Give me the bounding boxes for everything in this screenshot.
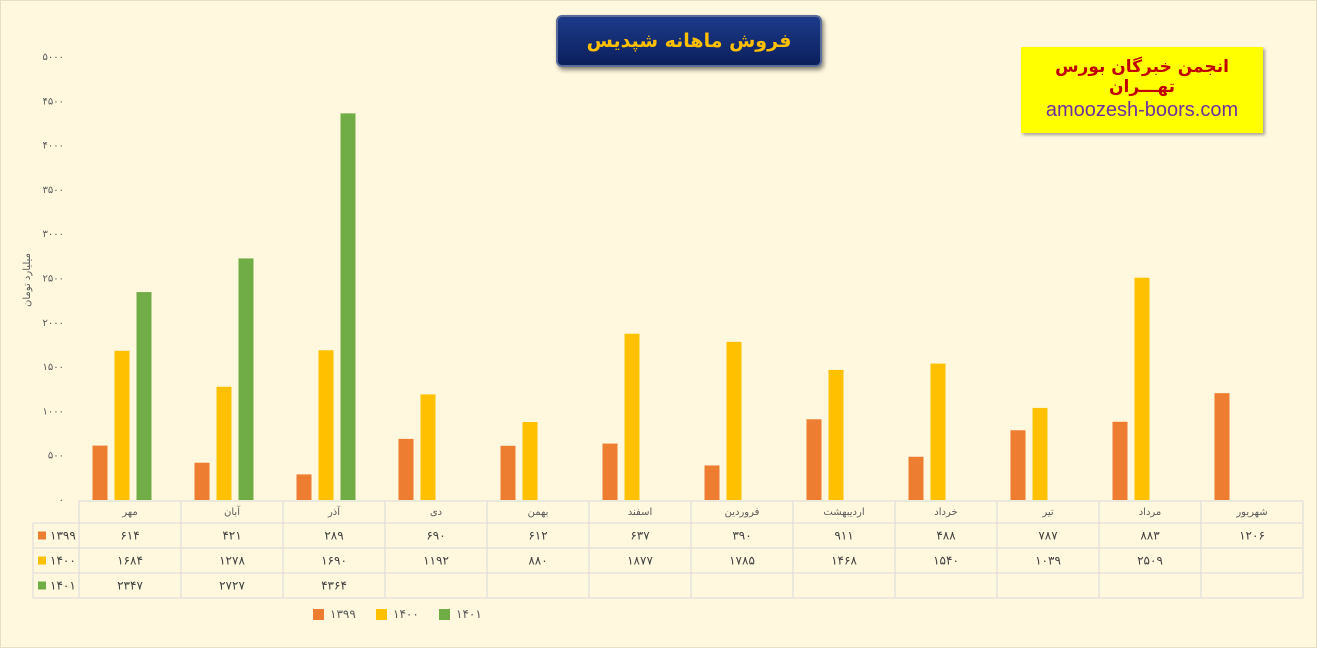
bar-1-8	[806, 419, 822, 500]
row-series-name: ۱۴۰۰	[50, 554, 76, 568]
category-label: آذر	[327, 505, 341, 518]
data-label: ۱۶۸۴	[117, 554, 143, 568]
chart-title: فروش ماهانه شپدیس	[586, 30, 792, 52]
bar-2-7	[726, 341, 742, 500]
bar-2-9	[930, 363, 946, 500]
bar-3-3	[340, 113, 356, 500]
category-label: آبان	[224, 505, 241, 518]
data-label: ۱۱۹۲	[423, 554, 449, 568]
data-label: ۱۷۸۵	[729, 554, 755, 568]
category-label: دی	[430, 507, 442, 518]
bar-3-1	[136, 292, 152, 500]
data-label: ۱۵۴۰	[933, 554, 959, 568]
data-label: ۹۱۱	[834, 529, 853, 543]
bar-2-3	[318, 350, 334, 500]
data-label: ۷۸۷	[1038, 529, 1058, 543]
data-label: ۶۳۷	[630, 529, 650, 543]
data-label: ۸۸۳	[1140, 529, 1160, 543]
data-label: ۱۲۷۸	[219, 554, 245, 568]
y-tick-label: ۰	[59, 495, 64, 506]
category-label: شهریور	[1235, 507, 1267, 518]
bar-1-3	[296, 474, 312, 500]
legend-label: ۱۴۰۰	[393, 607, 419, 621]
y-axis-title: میلیارد تومان	[22, 253, 33, 307]
chart-title-box: فروش ماهانه شپدیس	[556, 15, 822, 67]
y-tick-label: ۲۵۰۰	[43, 274, 64, 285]
y-tick-label: ۴۰۰۰	[43, 141, 64, 152]
category-label: تیر	[1041, 507, 1054, 518]
category-label: اردیبهشت	[823, 507, 864, 518]
bar-2-2	[216, 386, 232, 500]
y-tick-label: ۴۵۰۰	[43, 96, 64, 107]
bar-1-1	[92, 445, 108, 500]
bar-1-9	[908, 456, 924, 500]
data-label: ۴۸۸	[936, 529, 956, 543]
data-label: ۲۸۹	[324, 529, 343, 543]
category-label: مهر	[121, 507, 137, 518]
data-label: ۶۱۴	[120, 529, 139, 543]
legend-key	[376, 609, 387, 620]
bar-1-4	[398, 438, 414, 500]
bar-1-10	[1010, 430, 1026, 500]
legend-label: ۱۳۹۹	[330, 607, 356, 621]
bar-1-11	[1112, 421, 1128, 500]
data-label: ۱۲۰۶	[1239, 529, 1265, 543]
data-label: ۱۶۹۰	[321, 554, 347, 568]
row-series-name: ۱۴۰۱	[50, 579, 76, 593]
category-label: بهمن	[528, 507, 549, 518]
y-tick-label: ۱۵۰۰	[43, 362, 64, 373]
bar-2-10	[1032, 407, 1048, 500]
bar-2-1	[114, 350, 130, 500]
data-label: ۱۸۷۷	[627, 554, 653, 568]
row-series-name: ۱۳۹۹	[50, 529, 76, 543]
bar-3-2	[238, 258, 254, 500]
legend-key	[439, 609, 450, 620]
bar-2-5	[522, 422, 538, 500]
data-label: ۲۵۰۹	[1137, 554, 1163, 568]
category-label: خرداد	[934, 507, 957, 518]
y-tick-label: ۳۰۰۰	[43, 229, 64, 240]
bar-2-8	[828, 369, 844, 500]
bar-1-7	[704, 465, 720, 500]
data-label: ۱۴۶۸	[831, 554, 857, 568]
bar-1-2	[194, 462, 210, 500]
row-legend-key	[38, 556, 46, 565]
legend-label: ۱۴۰۱	[456, 607, 482, 621]
data-label: ۲۳۴۷	[117, 579, 143, 593]
bar-2-11	[1134, 277, 1150, 500]
row-legend-key	[38, 581, 46, 590]
data-label: ۶۱۲	[528, 529, 547, 543]
data-label: ۳۹۰	[732, 529, 751, 543]
bar-1-12	[1214, 393, 1230, 500]
data-label: ۸۸۰	[528, 554, 547, 568]
bar-1-5	[500, 445, 516, 500]
bar-1-6	[602, 443, 618, 500]
data-label: ۴۲۱	[222, 529, 241, 543]
data-label: ۶۹۰	[426, 529, 445, 543]
bar-2-6	[624, 333, 640, 500]
y-tick-label: ۲۰۰۰	[43, 318, 64, 329]
y-tick-label: ۵۰۰۰	[43, 52, 64, 63]
category-label: اسفند	[628, 507, 652, 518]
y-tick-label: ۵۰۰	[48, 451, 64, 462]
badge-organization-name: انجمن خبرگان بورس تهـــران	[1055, 57, 1229, 97]
legend-key	[313, 609, 324, 620]
y-tick-label: ۱۰۰۰	[43, 406, 64, 417]
row-legend-key	[38, 531, 46, 540]
data-label: ۴۳۶۴	[321, 579, 347, 593]
watermark-badge: انجمن خبرگان بورس تهـــران amoozesh-boor…	[1021, 47, 1263, 133]
category-label: مرداد	[1139, 507, 1162, 518]
bar-2-4	[420, 394, 436, 500]
data-label: ۱۰۳۹	[1035, 554, 1061, 568]
data-label: ۲۷۲۷	[219, 579, 245, 593]
category-label: فروردین	[725, 507, 760, 518]
badge-website: amoozesh-boors.com	[1045, 99, 1239, 121]
y-tick-label: ۳۵۰۰	[43, 185, 64, 196]
